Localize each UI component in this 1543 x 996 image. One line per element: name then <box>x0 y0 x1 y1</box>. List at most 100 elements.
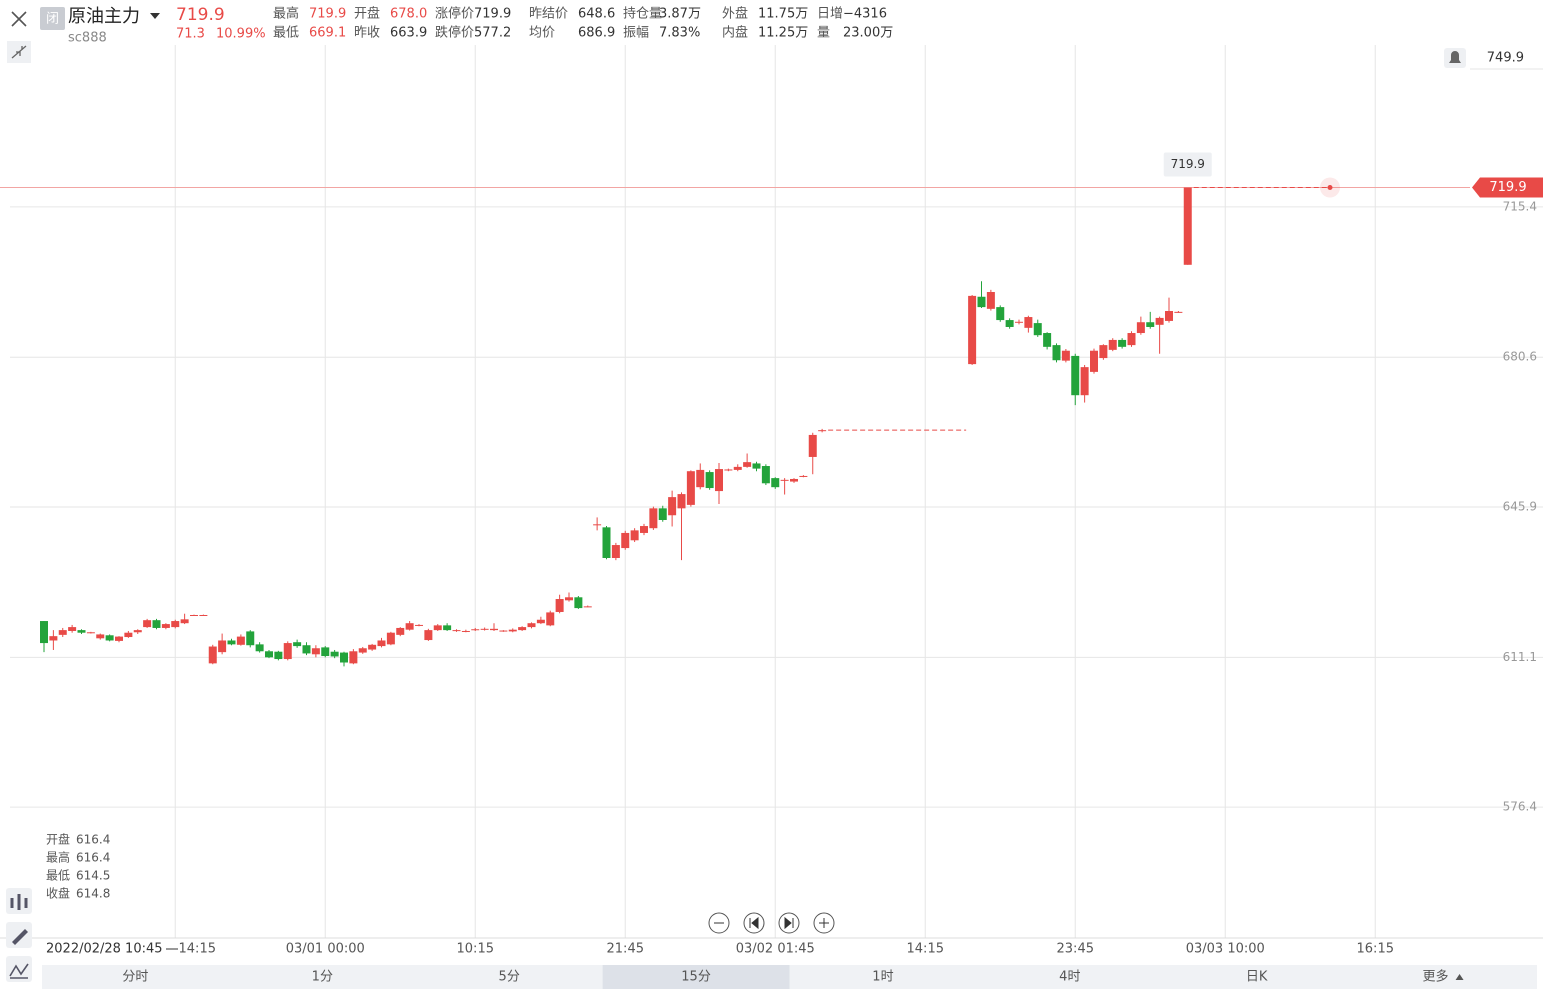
tab-active[interactable] <box>602 965 790 989</box>
candle-body <box>274 651 283 660</box>
candle-body <box>527 623 536 628</box>
candle-body <box>461 630 470 632</box>
tab[interactable]: 更多 <box>1423 969 1449 985</box>
x-tick-label: 10:15 <box>457 942 494 957</box>
candle-body <box>668 497 677 516</box>
period-tabs: 分时 1分 5分 15分 1时 4时 日K 更多 <box>42 965 1537 989</box>
stat-label: 开盘 <box>354 6 380 22</box>
candle-body <box>180 619 189 624</box>
forward-button[interactable] <box>778 912 800 934</box>
stat-value: 663.9 <box>390 26 427 41</box>
candle-body <box>1061 350 1070 361</box>
candle-body <box>321 647 330 657</box>
candle-body <box>1015 321 1023 323</box>
candle-body <box>1033 323 1042 336</box>
candle-body <box>499 630 508 632</box>
stat-label: 昨收 <box>354 26 380 41</box>
candle-body <box>780 479 789 481</box>
price-tag-label: 719.9 <box>1489 180 1526 195</box>
candle-body <box>49 636 58 641</box>
stat-label: 振幅 <box>623 26 649 41</box>
stat-value: 11.75万 <box>758 7 808 22</box>
candle-body <box>340 652 348 663</box>
candle-body <box>415 624 423 626</box>
price-tag <box>1472 177 1543 198</box>
plot: 576.4 611.1 645.9 680.6 715.4 749.9 14:15 03/01… <box>0 45 1543 958</box>
line-tool[interactable] <box>6 956 32 982</box>
crosshair-time: 2022/02/28 10:45 <box>46 942 163 957</box>
candle-body <box>433 625 442 631</box>
candle-body <box>996 307 1005 321</box>
stat-value: 7.83% <box>659 26 700 41</box>
alert-bell[interactable] <box>1444 48 1466 68</box>
stat-value: 3.87万 <box>659 7 701 22</box>
candle-body <box>255 644 264 652</box>
tab[interactable]: 5分 <box>499 970 520 985</box>
x-tick-label: 14:15 <box>907 942 944 957</box>
candle-body <box>1005 320 1014 327</box>
candle-body <box>171 621 180 628</box>
stat-label: 均价 <box>529 26 555 41</box>
candle-body <box>790 478 798 482</box>
tooltip-label: 开盘 <box>46 832 70 847</box>
stat-value: 23.00万 <box>843 26 893 41</box>
stat-label: 量 <box>817 26 830 41</box>
price-change: 71.3 <box>176 27 205 42</box>
candle-body <box>236 636 245 645</box>
stat-label: 跌停价 <box>435 25 474 41</box>
candle-body <box>508 629 517 632</box>
candle-body <box>1118 339 1127 347</box>
candle-body <box>152 620 161 628</box>
status-badge <box>40 7 65 30</box>
tooltip-value: 616.4 <box>76 833 110 847</box>
close-button[interactable] <box>11 11 27 27</box>
tab[interactable]: 日K <box>1246 970 1268 985</box>
candle-body <box>602 527 611 558</box>
y-tick-label: 576.4 <box>1503 800 1537 814</box>
x-tick-label: 03/01 00:00 <box>286 942 365 957</box>
candle-body <box>368 644 377 650</box>
zoom-out-button[interactable] <box>708 912 730 934</box>
zoom-controls <box>708 912 835 934</box>
candle-body <box>555 599 564 612</box>
candle-body <box>58 630 67 635</box>
stat-value: 678.0 <box>390 7 427 22</box>
candle-body <box>593 524 602 526</box>
tab[interactable]: 1时 <box>872 970 893 985</box>
candle-body <box>386 632 395 645</box>
back-button[interactable] <box>743 912 765 934</box>
candle-body <box>546 612 555 626</box>
dropdown-arrow[interactable] <box>150 13 160 19</box>
symbol-name[interactable]: 原油主力 <box>68 6 140 27</box>
candle-body <box>405 623 414 630</box>
candle-body <box>471 629 480 631</box>
candle-body <box>986 292 995 309</box>
candle-body <box>640 526 648 533</box>
tab[interactable]: 1分 <box>312 970 333 985</box>
candle-body <box>1024 317 1033 328</box>
crosshair-time-bg <box>42 940 166 958</box>
draw-icon <box>12 929 28 945</box>
candle-body <box>1165 311 1173 321</box>
stat-label: 外盘 <box>722 6 748 22</box>
candle-body <box>77 630 86 633</box>
tab[interactable]: 15分 <box>681 970 711 985</box>
y-tick-label: 680.6 <box>1503 350 1537 364</box>
candle-body <box>68 627 77 631</box>
status: 闭 <box>46 12 59 27</box>
candle-body <box>283 643 292 660</box>
candle-body <box>1108 339 1117 350</box>
candle-body <box>1127 333 1136 346</box>
tooltip-label: 收盘 <box>46 886 70 901</box>
zoom-in-button[interactable] <box>813 912 835 934</box>
tab[interactable]: 分时 <box>122 970 148 985</box>
candle-body <box>733 466 742 470</box>
candle-body <box>743 462 752 467</box>
candle-body <box>808 434 817 457</box>
tab[interactable]: 4时 <box>1059 970 1080 985</box>
candle-body <box>330 651 339 657</box>
candle-body <box>799 475 808 477</box>
candle-body <box>1043 333 1052 347</box>
